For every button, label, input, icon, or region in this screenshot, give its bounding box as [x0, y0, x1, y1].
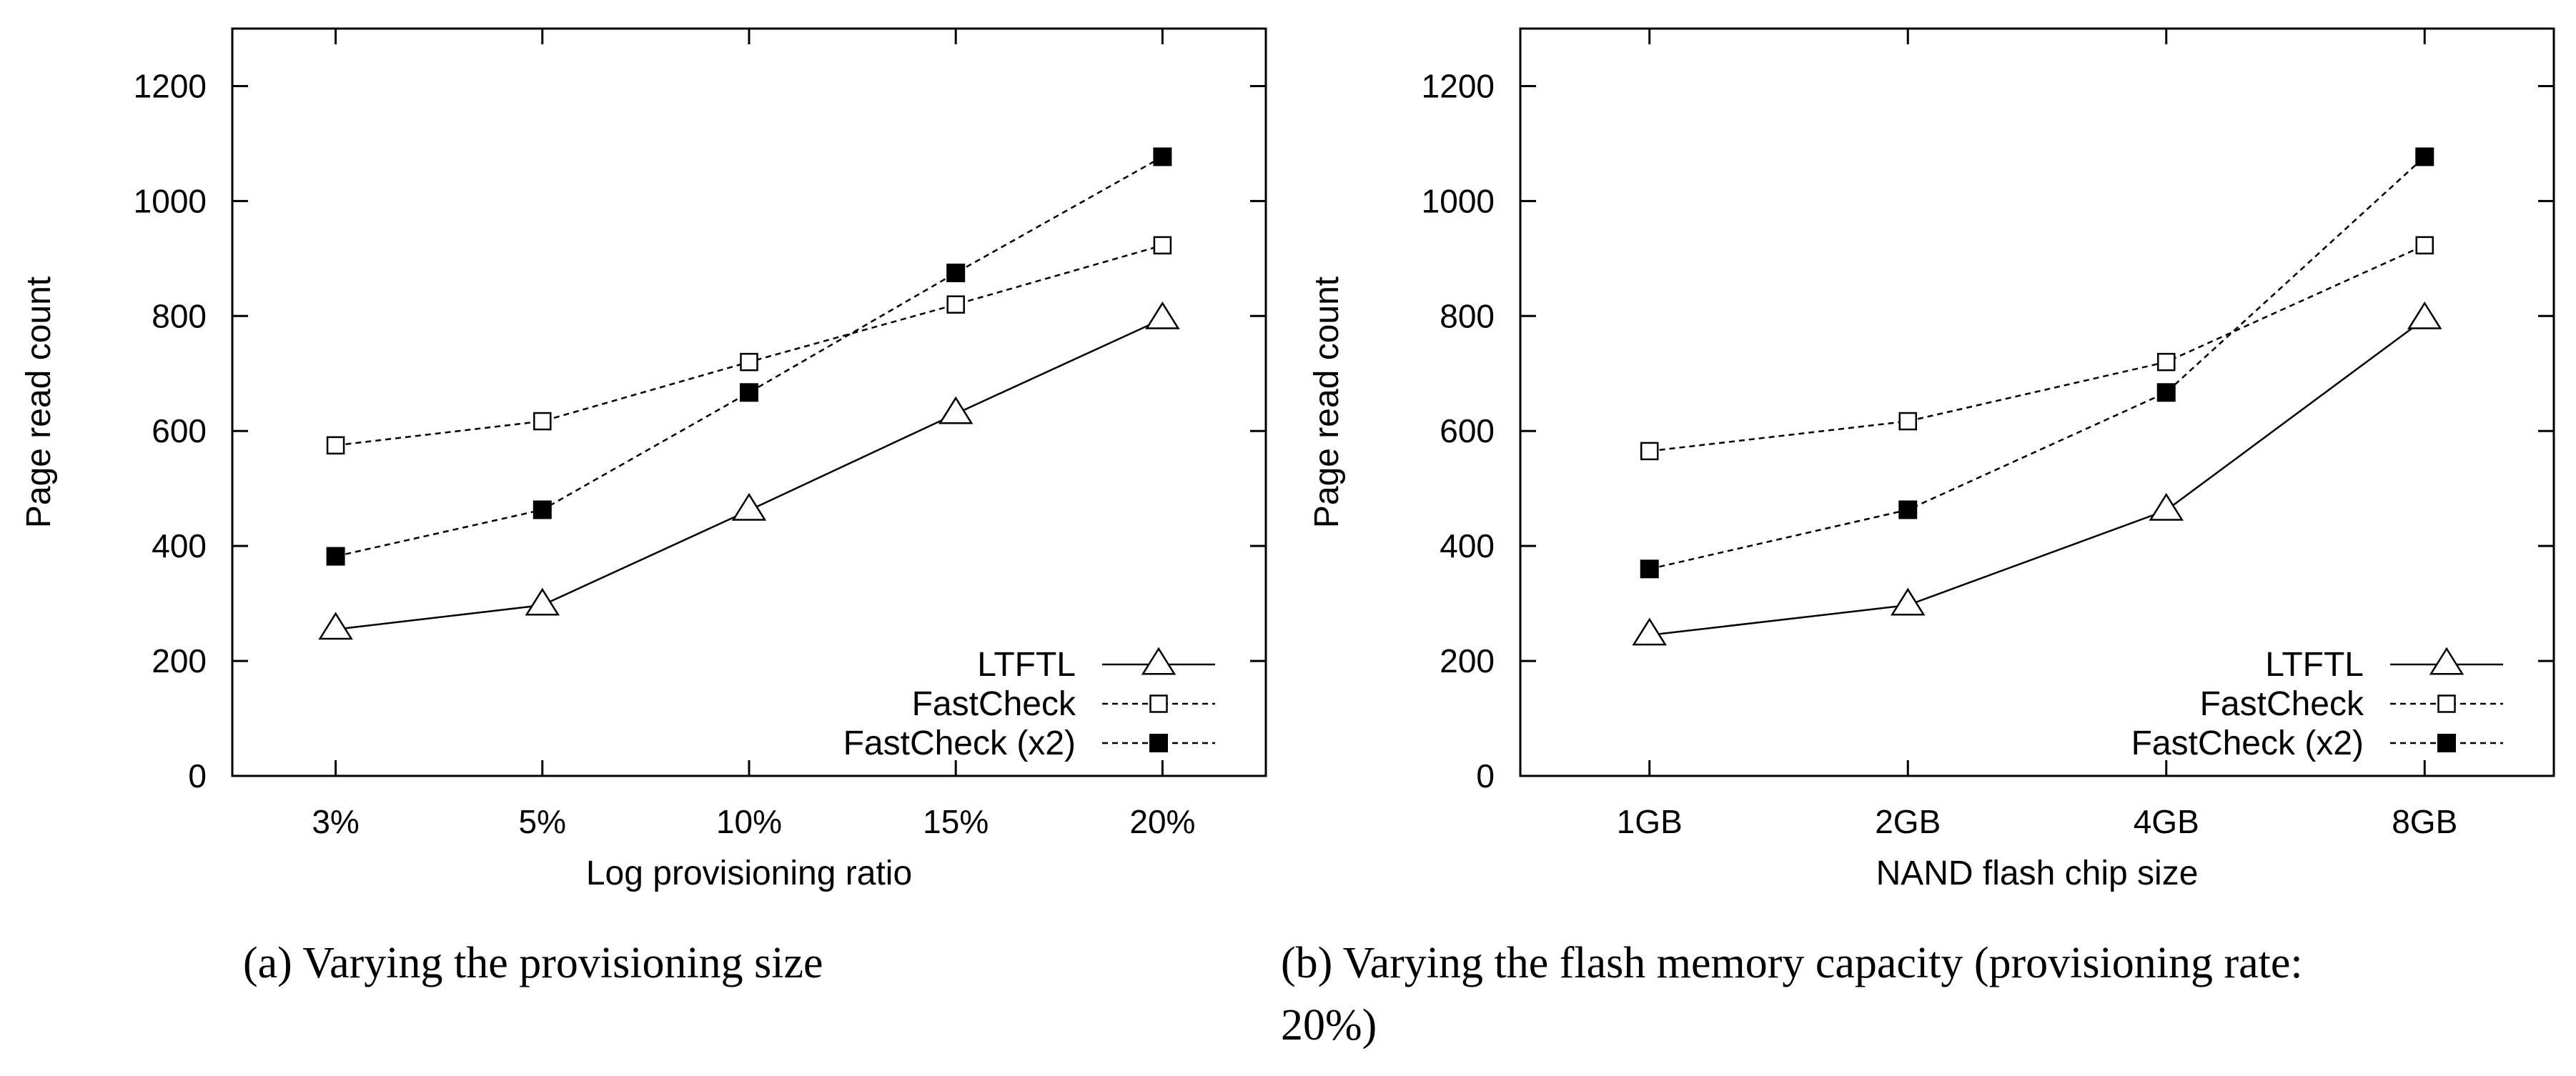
chart-a-series-fastcheck-point-15: [946, 295, 965, 314]
chart-a-series-ltftl-point-10: [731, 492, 767, 521]
chart-a-legend-fastcheck-marker: [1149, 694, 1168, 713]
caption-b-line2: 20%): [1281, 1000, 1377, 1050]
chart-a-y-axis-title: Page read count: [20, 277, 58, 528]
chart-a-ytick-label-1000: 1000: [134, 182, 207, 219]
chart-a-legend-fastcheck-x2-marker: [1149, 734, 1168, 752]
chart-b-xtick-label-2gb: 2GB: [1875, 803, 1941, 840]
chart-a-series-fastcheck-x2-point-15: [946, 263, 966, 282]
chart-b-series-fastcheck-x2-point-1gb: [1640, 559, 1659, 579]
chart-b-series-fastcheck-point-8gb: [2415, 236, 2434, 255]
chart-a-series-ltftl-point-3: [318, 612, 353, 640]
chart-b-ytick-label-600: 600: [1440, 412, 1495, 449]
chart-b-legend-ltftl-marker: [2429, 647, 2464, 675]
chart-a-xtick-label-5: 5%: [519, 803, 566, 840]
chart-a-ytick-label-400: 400: [152, 527, 207, 564]
chart-b-ytick-label-1000: 1000: [1422, 182, 1495, 219]
chart-a-legend-fastcheck-x2-label: FastCheck (x2): [843, 724, 1076, 762]
chart-a-series-fastcheck-point-10: [740, 352, 758, 372]
chart-b-xtick-label-4gb: 4GB: [2134, 803, 2199, 840]
chart-a-xtick-label-15: 15%: [923, 803, 989, 840]
chart-b-series-fastcheck-x2-line: [1649, 156, 2426, 570]
caption-b-line1: (b) Varying the flash memory capacity (p…: [1281, 939, 2303, 987]
chart-a-series-fastcheck-line: [335, 244, 1163, 447]
chart-a-x-axis-title: Log provisioning ratio: [586, 855, 912, 892]
chart-a-ytick-label-1200: 1200: [134, 67, 207, 104]
chart-a-legend-fastcheck-label: FastCheck: [912, 685, 1076, 723]
chart-a-xtick-label-20: 20%: [1129, 803, 1195, 840]
chart-b-series-fastcheck-point-1gb: [1640, 442, 1659, 461]
chart-b-xtick-label-8gb: 8GB: [2392, 803, 2457, 840]
chart-b-xtick-label-1gb: 1GB: [1617, 803, 1683, 840]
chart-b-ytick-label-400: 400: [1440, 527, 1495, 564]
chart-b-legend-fastcheck-x2-marker: [2437, 734, 2456, 752]
chart-a-series-ltftl-point-5: [525, 587, 560, 616]
chart-a-ytick-label-0: 0: [188, 757, 207, 794]
chart-a-ytick-label-600: 600: [152, 412, 207, 449]
chart-b-ytick-label-1200: 1200: [1422, 67, 1495, 104]
chart-a-series-fastcheck-point-20: [1153, 236, 1172, 255]
chart-b-legend-ltftl-label: LTFTL: [2265, 646, 2364, 684]
chart-a-series-fastcheck-point-5: [533, 412, 552, 431]
chart-a-series-fastcheck-x2-line: [335, 156, 1164, 557]
chart-a-series-fastcheck-x2-point-10: [740, 383, 758, 402]
chart-a-ytick-label-200: 200: [152, 642, 207, 679]
chart-b-y-axis-title: Page read count: [1308, 277, 1346, 528]
chart-a-legend-ltftl-label: LTFTL: [977, 646, 1076, 684]
chart-b-series-ltftl-line: [1649, 318, 2425, 637]
chart-a-legend-ltftl-marker: [1141, 647, 1176, 675]
chart-a-xtick-label-3: 3%: [312, 803, 359, 840]
chart-b-legend-fastcheck-label: FastCheck: [2200, 685, 2364, 723]
caption-b: (b) Varying the flash memory capacity (p…: [1281, 932, 2560, 1057]
chart-a-ytick-label-800: 800: [152, 297, 207, 334]
chart-b-x-axis-title: NAND flash chip size: [1876, 855, 2199, 892]
chart-a-series-fastcheck-x2-point-20: [1153, 147, 1172, 166]
chart-a: 0 200 400 600 800 1000 1200 3% 5% 10% 15% 20% Log pr…: [20, 27, 1267, 892]
chart-b-series-ltftl-point-4gb: [2149, 492, 2184, 521]
chart-b-ytick-label-200: 200: [1440, 642, 1495, 679]
chart-b: 0 200 400 600 800 1000 1200 1GB 2GB 4GB 8GB NAND fl…: [1308, 27, 2555, 892]
chart-b-series-fastcheck-point-4gb: [2157, 352, 2176, 372]
chart-a-xtick-label-10: 10%: [716, 803, 782, 840]
chart-b-series-fastcheck-x2-point-2gb: [1898, 500, 1918, 519]
chart-a-series-ltftl-point-20: [1145, 301, 1180, 329]
chart-b-series-ltftl-point-8gb: [2407, 301, 2442, 329]
chart-a-series-fastcheck-x2-point-3: [326, 547, 345, 566]
chart-a-series-ltftl-point-15: [938, 396, 974, 424]
chart-b-legend-fastcheck-x2-label: FastCheck (x2): [2131, 724, 2364, 762]
chart-b-series-fastcheck-point-2gb: [1898, 412, 1917, 431]
chart-b-series-fastcheck-line: [1649, 244, 2425, 452]
chart-b-series-fastcheck-x2-point-8gb: [2415, 147, 2434, 166]
chart-a-series-fastcheck-point-3: [326, 436, 345, 455]
chart-b-series-ltftl-point-1gb: [1632, 617, 1668, 646]
chart-b-legend-fastcheck-marker: [2437, 694, 2456, 713]
chart-b-ytick-label-800: 800: [1440, 297, 1495, 334]
chart-b-series-fastcheck-x2-point-4gb: [2156, 383, 2176, 402]
chart-b-series-ltftl-point-2gb: [1890, 587, 1926, 616]
chart-b-ytick-label-0: 0: [1476, 757, 1495, 794]
chart-a-series-fastcheck-x2-point-5: [532, 500, 552, 519]
caption-a: (a) Varying the provisioning size: [243, 939, 823, 987]
chart-b-plot-frame: [1519, 27, 2555, 777]
